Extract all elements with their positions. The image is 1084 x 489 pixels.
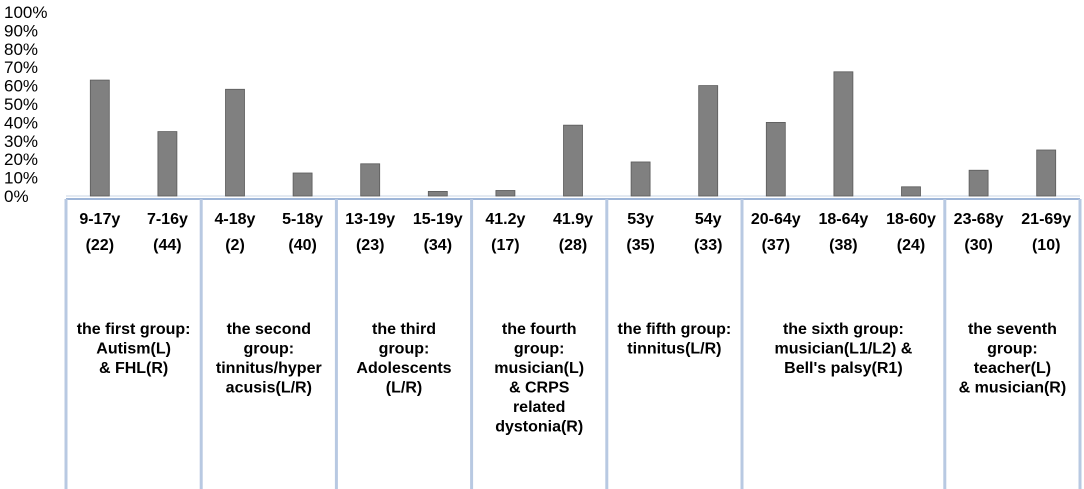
- group-label-line: the seventh: [968, 321, 1057, 338]
- y-tick-label: 40%: [4, 113, 38, 132]
- category-label-count: (24): [897, 237, 925, 254]
- group-label: the third group: Adolescents (L/R): [356, 321, 451, 397]
- group-label-line: the fifth group:: [618, 321, 732, 338]
- group-label-line: tinnitus(L/R): [627, 341, 721, 358]
- category-label-count: (40): [288, 237, 316, 254]
- group-label-line: tinnitus/hyper: [216, 360, 322, 377]
- category-label-count: (23): [356, 237, 384, 254]
- y-tick-label: 100%: [4, 3, 47, 22]
- group-label-line: Adolescents: [356, 360, 451, 377]
- group-label-line: the second: [227, 321, 311, 338]
- group-label-line: musician(L): [494, 360, 584, 377]
- category-label-age: 18-64y: [818, 211, 868, 228]
- group-label: the fourth group: musician(L) & CRPS related…: [494, 321, 584, 436]
- y-tick-label: 70%: [4, 58, 38, 77]
- y-tick-label: 30%: [4, 132, 38, 151]
- bar: [563, 124, 583, 197]
- category-label-age: 5-18y: [282, 211, 323, 228]
- bars: [89, 71, 1057, 197]
- group-label: the seventh group: teacher(L) & musician(R): [959, 321, 1067, 397]
- y-tick-label: 90%: [4, 21, 38, 40]
- group-label-line: group:: [379, 341, 430, 358]
- category-label-count: (38): [829, 237, 857, 254]
- category-label-count: (44): [153, 237, 181, 254]
- group-label-line: teacher(L): [974, 360, 1051, 377]
- bar: [157, 131, 178, 197]
- x-axis-categories: 9-17y (22) 7-16y (44) 4-18y (2) 5-18y (40) 13-19…: [79, 211, 1071, 254]
- category-label-age: 41.2y: [485, 211, 525, 228]
- category-label-age: 13-19y: [345, 211, 395, 228]
- category-label-age: 23-68y: [954, 211, 1004, 228]
- category-label-count: (22): [86, 237, 114, 254]
- category-label-age: 7-16y: [147, 211, 188, 228]
- bar: [89, 79, 110, 197]
- y-tick-label: 0%: [4, 187, 29, 206]
- bar: [495, 190, 516, 197]
- bar: [765, 122, 786, 197]
- group-label-line: & CRPS: [509, 380, 570, 397]
- category-label-count: (33): [694, 237, 722, 254]
- category-label-age: 18-60y: [886, 211, 936, 228]
- category-label-age: 53y: [627, 211, 654, 228]
- category-label-count: (35): [626, 237, 654, 254]
- category-label-age: 9-17y: [79, 211, 120, 228]
- group-label-line: Autism(L): [96, 341, 171, 358]
- y-tick-label: 10%: [4, 169, 38, 188]
- group-label: the sixth group: musician(L1/L2) & Bell's …: [774, 321, 912, 377]
- bar: [1036, 149, 1057, 197]
- category-label-age: 41.9y: [553, 211, 593, 228]
- category-label-age: 20-64y: [751, 211, 801, 228]
- category-label-age: 4-18y: [215, 211, 256, 228]
- bar: [698, 85, 719, 197]
- group-label-line: dystonia(R): [495, 419, 583, 436]
- y-tick-label: 20%: [4, 150, 38, 169]
- group-label: the second group: tinnitus/hyper acusis(L/R…: [216, 321, 322, 397]
- group-label-line: group:: [514, 341, 565, 358]
- group-label-line: acusis(L/R): [226, 380, 312, 397]
- group-label: the first group: Autism(L) & FHL(R): [77, 321, 191, 377]
- bar: [225, 88, 245, 197]
- y-tick-label: 50%: [4, 95, 38, 114]
- category-label-count: (28): [559, 237, 587, 254]
- category-label-count: (30): [964, 237, 992, 254]
- y-axis-ticks: 0%10%20%30%40%50%60%70%80%90%100%: [4, 3, 47, 206]
- category-label-count: (10): [1032, 237, 1060, 254]
- bar: [901, 186, 921, 197]
- group-label-line: musician(L1/L2) &: [774, 341, 912, 358]
- category-label-age: 21-69y: [1021, 211, 1071, 228]
- group-label-line: & FHL(R): [99, 360, 168, 377]
- category-label-count: (17): [491, 237, 519, 254]
- bar: [360, 163, 381, 197]
- category-label-count: (37): [762, 237, 790, 254]
- group-label-line: related: [513, 399, 565, 416]
- y-tick-label: 80%: [4, 40, 38, 59]
- group-label-line: group:: [243, 341, 294, 358]
- group-label-line: group:: [987, 341, 1038, 358]
- group-label-line: the third: [372, 321, 436, 338]
- category-label-age: 54y: [695, 211, 722, 228]
- group-label-line: the fourth: [502, 321, 577, 338]
- bar: [292, 172, 313, 197]
- category-label-count: (2): [225, 237, 245, 254]
- category-label-count: (34): [424, 237, 452, 254]
- group-label-line: the sixth group:: [783, 321, 904, 338]
- group-label-line: the first group:: [77, 321, 191, 338]
- group-label-line: Bell's palsy(R1): [784, 360, 903, 377]
- bar: [968, 169, 989, 197]
- bar: [427, 190, 448, 197]
- axes: [64, 195, 1082, 489]
- bar: [630, 161, 651, 197]
- group-label: the fifth group: tinnitus(L/R): [618, 321, 732, 358]
- y-tick-label: 60%: [4, 77, 38, 96]
- group-labels: the first group: Autism(L) & FHL(R) the sec…: [77, 321, 1066, 436]
- category-label-age: 15-19y: [413, 211, 463, 228]
- bar: [833, 71, 854, 197]
- group-label-line: & musician(R): [959, 380, 1067, 397]
- group-label-line: (L/R): [386, 380, 422, 397]
